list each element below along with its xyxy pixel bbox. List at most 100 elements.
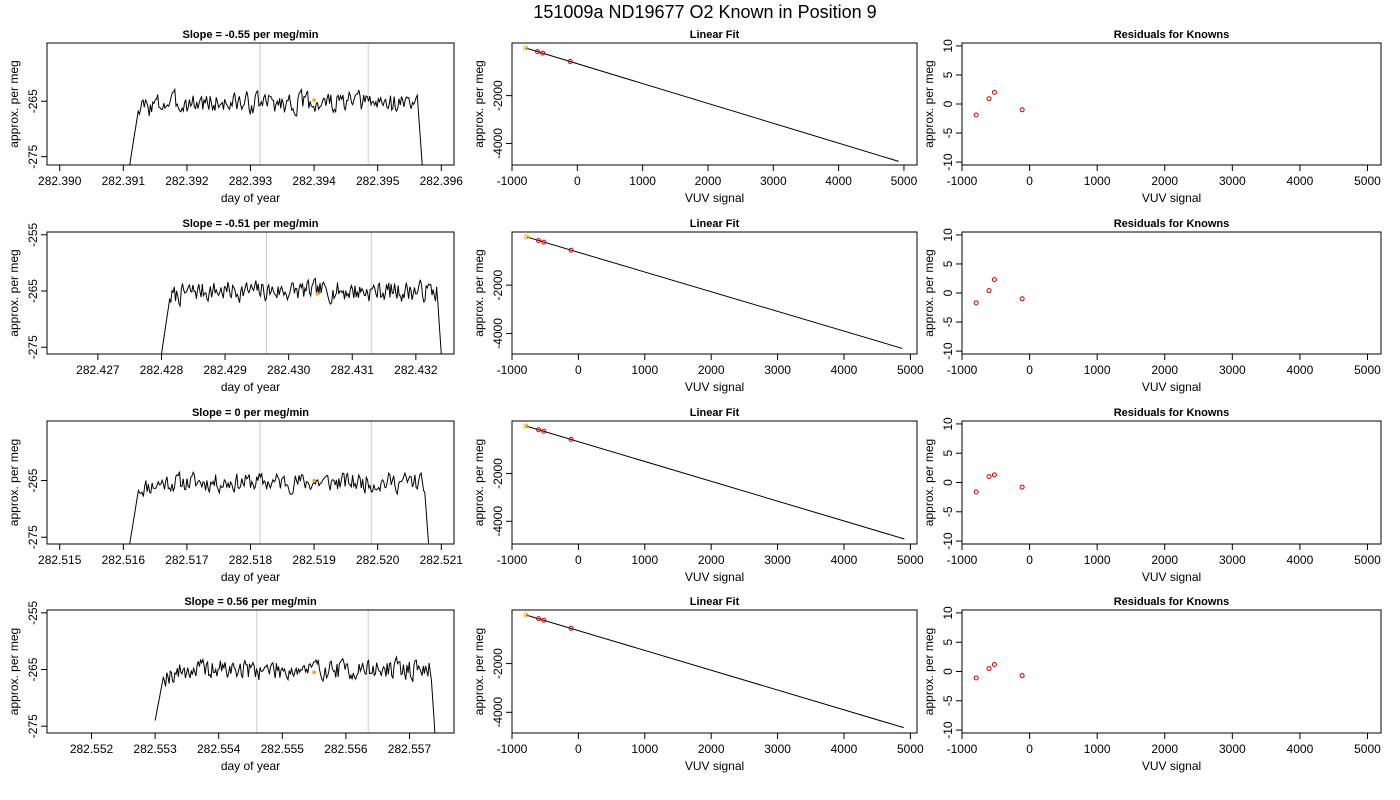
fit-point <box>567 59 573 65</box>
fit-line <box>526 236 903 349</box>
y-tick-label: -10 <box>941 153 955 171</box>
x-tick-label: 4000 <box>1287 742 1314 756</box>
linear-fit-panel-row-4: Linear Fit -1000 0 1000 2000 3000 4000 5000 -200… <box>472 596 924 773</box>
signal-trace <box>154 655 436 733</box>
x-tick-label: 282.390 <box>38 174 82 188</box>
plot-area <box>973 661 1025 681</box>
x-tick-label: 1000 <box>1084 553 1111 567</box>
x-tick-label: -1000 <box>497 742 528 756</box>
x-tick-label: 1000 <box>631 742 658 756</box>
plot-frame <box>961 42 1382 166</box>
x-tick-label: 5000 <box>897 553 924 567</box>
y-axis-label: approx. per meg <box>7 628 21 715</box>
x-tick-label: 1000 <box>1084 174 1111 188</box>
fit-line <box>525 425 905 540</box>
plot-area <box>129 43 423 165</box>
panel-title: Slope = -0.55 per meg/min <box>182 29 318 41</box>
x-tick-label: 2000 <box>698 363 725 377</box>
y-tick-label: -4000 <box>491 318 505 349</box>
x-tick-label: 2000 <box>698 742 725 756</box>
fit-point <box>523 423 529 429</box>
x-tick-label: -1000 <box>497 553 528 567</box>
x-tick-label: 1000 <box>629 174 656 188</box>
x-tick-label: 3000 <box>1219 742 1246 756</box>
x-tick-label: 0 <box>1026 174 1033 188</box>
x-tick-label: 282.552 <box>70 742 114 756</box>
residual-point <box>1019 484 1025 490</box>
y-axis-label: approx. per meg <box>7 60 21 147</box>
panel-title: Residuals for Knowns <box>1114 29 1230 41</box>
residual-point <box>986 288 992 294</box>
x-tick-label: 4000 <box>1287 363 1314 377</box>
x-tick-label: 2000 <box>1151 553 1178 567</box>
residual-point <box>991 661 997 667</box>
y-tick-label: -255 <box>26 601 40 625</box>
panel-title: Linear Fit <box>690 596 740 608</box>
panel-title: Linear Fit <box>690 29 740 41</box>
residual-point <box>991 277 997 283</box>
residuals-panel-row-4: Residuals for Knowns -1000 0 1000 2000 3000 40… <box>922 596 1382 773</box>
x-tick-label: 5000 <box>891 174 918 188</box>
x-tick-label: 282.430 <box>267 363 311 377</box>
y-tick-label: -275 <box>26 144 40 168</box>
x-tick-label: 3000 <box>764 363 791 377</box>
y-tick-label: -2000 <box>491 648 505 679</box>
time-series-panel-row-1: Slope = -0.55 per meg/min 282.390 282.391 2… <box>7 29 463 205</box>
plot-area <box>523 45 899 162</box>
x-axis-label: day of year <box>221 570 280 584</box>
fit-point <box>568 625 574 631</box>
fit-point <box>536 616 542 622</box>
fit-point <box>523 612 529 618</box>
x-tick-label: 0 <box>575 363 582 377</box>
plot-frame <box>46 609 455 734</box>
y-axis-label: approx. per meg <box>472 628 486 715</box>
x-tick-label: 5000 <box>1354 553 1381 567</box>
residual-point <box>973 675 979 681</box>
x-tick-label: 4000 <box>831 742 858 756</box>
x-tick-label: 4000 <box>831 363 858 377</box>
y-tick-label: 10 <box>941 606 955 620</box>
y-tick-label: -10 <box>941 721 955 739</box>
y-tick-label: -275 <box>26 335 40 359</box>
x-tick-label: 5000 <box>1354 174 1381 188</box>
x-tick-label: 4000 <box>825 174 852 188</box>
residual-point <box>1019 673 1025 679</box>
fit-point <box>568 247 574 253</box>
x-tick-label: 1000 <box>1084 363 1111 377</box>
panel-title: Slope = 0.56 per meg/min <box>184 596 317 608</box>
x-tick-label: 3000 <box>1219 363 1246 377</box>
y-axis-label: approx. per meg <box>472 439 486 526</box>
y-axis-label: approx. per meg <box>922 60 936 147</box>
x-tick-label: 1000 <box>631 363 658 377</box>
x-tick-label: 282.391 <box>102 174 146 188</box>
x-tick-label: 282.519 <box>292 553 336 567</box>
signal-trace <box>129 470 430 544</box>
residual-point <box>973 489 979 495</box>
panel-title: Slope = -0.51 per meg/min <box>182 218 318 230</box>
time-series-panel-row-4: Slope = 0.56 per meg/min 282.552 282.553 28… <box>7 596 455 773</box>
x-axis-label: VUV signal <box>685 759 744 773</box>
panel-title: Residuals for Knowns <box>1114 407 1230 419</box>
y-tick-label: -265 <box>26 657 40 681</box>
x-tick-label: 5000 <box>897 363 924 377</box>
y-axis-label: approx. per meg <box>7 249 21 336</box>
y-tick-label: 10 <box>941 417 955 431</box>
plot-area <box>129 421 430 544</box>
y-tick-label: 10 <box>941 228 955 242</box>
highlight-point <box>312 98 316 102</box>
x-tick-label: 282.392 <box>165 174 209 188</box>
x-axis-label: VUV signal <box>685 570 744 584</box>
x-axis-label: day of year <box>221 380 280 394</box>
x-tick-label: 282.556 <box>324 742 368 756</box>
x-axis-label: VUV signal <box>1142 570 1201 584</box>
plot-frame <box>961 231 1382 355</box>
plot-area <box>154 610 436 733</box>
plot-frame <box>511 420 918 545</box>
plot-area <box>523 612 904 729</box>
x-tick-label: 0 <box>574 174 581 188</box>
plot-area <box>973 277 1025 306</box>
y-tick-label: -5 <box>941 695 955 706</box>
x-tick-label: 0 <box>575 742 582 756</box>
residual-point <box>986 96 992 102</box>
fit-line <box>525 47 899 162</box>
